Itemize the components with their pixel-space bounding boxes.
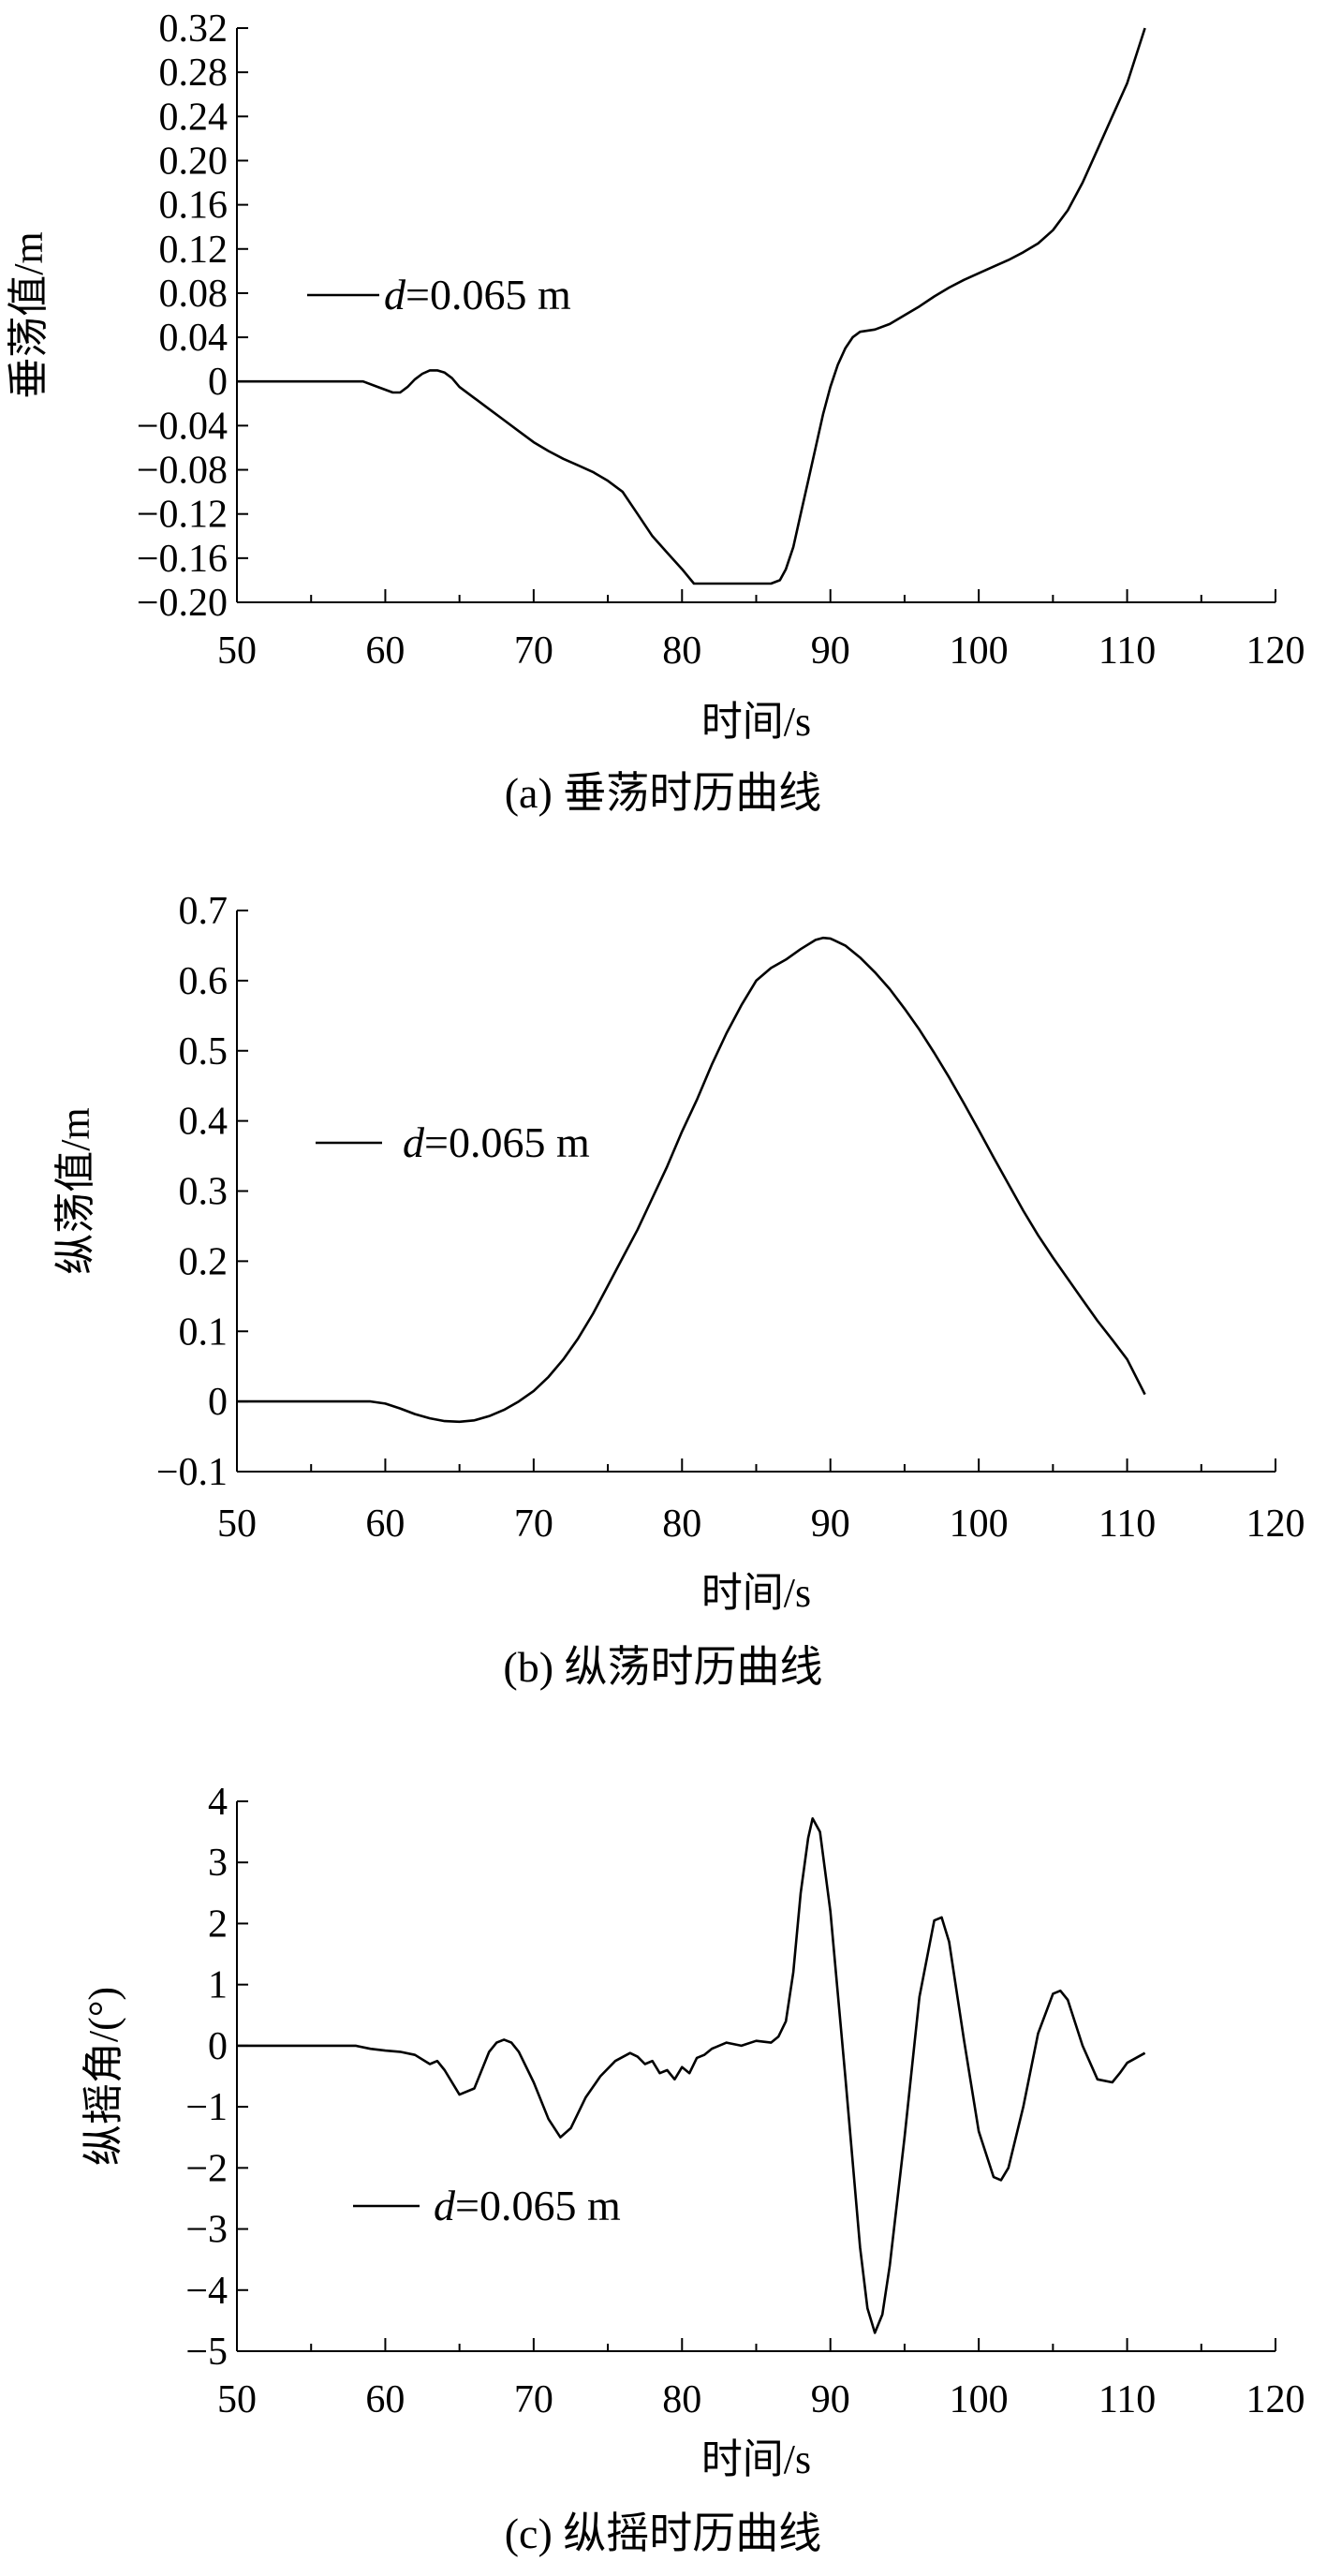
chart-c-y-tick-label: 4: [208, 1781, 228, 1824]
chart-b-y-tick-label: 0.7: [179, 890, 229, 933]
chart-c-x-tick-label: 100: [950, 2378, 1009, 2421]
chart-c-x-tick-label: 50: [217, 2378, 257, 2421]
chart-c-y-tick-label: 1: [208, 1964, 228, 2007]
chart-a-legend-label: d=0.065 m: [384, 271, 571, 318]
chart-a-x-tick-label: 80: [662, 629, 701, 673]
chart-c-y-tick-label: −2: [185, 2147, 228, 2190]
chart-c-y-tick-label: 3: [208, 1842, 228, 1885]
chart-a-x-tick-label: 60: [365, 629, 405, 673]
chart-c-y-tick-label: −3: [185, 2209, 228, 2252]
chart-a-y-tick-label: −0.16: [137, 538, 228, 581]
chart-c-legend-label: d=0.065 m: [434, 2182, 621, 2229]
chart-b-caption: (b) 纵荡时历曲线: [503, 1643, 822, 1691]
chart-b-legend-variable: d: [403, 1118, 425, 1166]
chart-a-y-tick-label: 0.04: [159, 317, 229, 360]
chart-b-y-tick-label: 0.5: [179, 1030, 229, 1073]
chart-c-series-line: [237, 1817, 1146, 2334]
chart-c-x-axis-label: 时间/s: [701, 2436, 811, 2482]
chart-c-y-tick-label: −5: [185, 2331, 228, 2374]
chart-a-legend-value: =0.065 m: [405, 271, 571, 318]
chart-b-x-tick-label: 80: [662, 1503, 701, 1546]
chart-c-y-tick-label: 2: [208, 1902, 228, 1946]
chart-b-y-axis-label: 纵荡值/m: [52, 1107, 98, 1274]
chart-a-y-tick-label: −0.20: [137, 582, 228, 625]
chart-c-y-tick-label: 0: [208, 2025, 228, 2068]
chart-c-x-tick-label: 80: [662, 2378, 701, 2421]
chart-b-x-tick-label: 100: [950, 1503, 1009, 1546]
chart-b-x-axis-label: 时间/s: [701, 1570, 811, 1616]
chart-c-legend-variable: d: [434, 2182, 456, 2229]
chart-c-x-tick-label: 90: [811, 2378, 850, 2421]
chart-c-y-tick-label: −1: [185, 2086, 228, 2129]
chart-a-x-tick-label: 120: [1246, 629, 1305, 673]
chart-c: 50 60 70 80 90 100 110 120 4 3 2 1 0 −1 −2 −3 −4 −5 时间/s 纵摇…: [81, 1781, 1305, 2557]
chart-b-x-tick-label: 70: [514, 1503, 553, 1546]
chart-b-series-line: [237, 936, 1146, 1424]
chart-a-y-tick-label: 0.08: [159, 273, 229, 316]
chart-c-caption: (c) 纵摇时历曲线: [505, 2509, 822, 2557]
chart-a-y-axis-label: 垂荡值/m: [6, 231, 52, 398]
chart-a-x-tick-label: 110: [1098, 629, 1156, 673]
chart-a-y-tick-label: 0.16: [159, 185, 229, 228]
chart-b-x-tick-label: 90: [811, 1503, 850, 1546]
chart-c-x-tick-label: 60: [365, 2378, 405, 2421]
chart-b-y-tick-label: 0.3: [179, 1171, 229, 1214]
chart-a-x-tick-label: 70: [514, 629, 553, 673]
chart-a-y-tick-label: 0.12: [159, 229, 229, 272]
chart-a-y-tick-label: 0.32: [159, 7, 229, 51]
chart-c-y-axis-label: 纵摇角/(°): [81, 1987, 126, 2166]
chart-a-legend-variable: d: [384, 271, 406, 318]
chart-b-y-tick-label: 0: [208, 1381, 228, 1424]
chart-a-x-axis-label: 时间/s: [701, 699, 811, 745]
chart-b-x-tick-label: 110: [1098, 1503, 1156, 1546]
chart-a-y-tick-label: 0.28: [159, 52, 229, 95]
chart-b-y-tick-label: 0.2: [179, 1240, 229, 1283]
chart-b-y-tick-label: 0.6: [179, 960, 229, 1003]
chart-c-x-tick-label: 70: [514, 2378, 553, 2421]
chart-a-caption: (a) 垂荡时历曲线: [505, 769, 822, 817]
chart-c-legend-value: =0.065 m: [455, 2182, 621, 2229]
chart-a-x-tick-label: 90: [811, 629, 850, 673]
chart-b-legend-value: =0.065 m: [424, 1118, 590, 1166]
chart-c-x-tick-label: 120: [1246, 2378, 1305, 2421]
chart-b-legend-label: d=0.065 m: [403, 1118, 590, 1166]
chart-c-x-tick-label: 110: [1098, 2378, 1156, 2421]
chart-a-x-tick-label: 50: [217, 629, 257, 673]
chart-a-y-tick-label: −0.08: [137, 450, 228, 493]
chart-b-y-tick-label: 0.4: [179, 1101, 229, 1144]
chart-b: 50 60 70 80 90 100 110 120 0.7 0.6 0.5 0.4 0.3 0.2 0.1…: [52, 890, 1305, 1691]
chart-a: 50 60 70 80 90 100 110 1200.320.280.240.200.160…: [6, 7, 1305, 817]
chart-a-y-tick-label: 0: [208, 361, 228, 404]
chart-b-y-tick-label: 0.1: [179, 1310, 229, 1354]
chart-b-x-tick-label: 120: [1246, 1503, 1305, 1546]
chart-c-y-tick-label: −4: [185, 2270, 228, 2313]
chart-a-y-tick-label: 0.20: [159, 140, 229, 183]
chart-a-x-tick-label: 100: [950, 629, 1009, 673]
chart-a-y-tick-label: −0.04: [137, 405, 228, 448]
chart-b-y-tick-label: −0.1: [156, 1451, 228, 1494]
chart-a-y-tick-label: 0.24: [159, 96, 229, 139]
chart-a-y-tick-label: −0.12: [137, 494, 228, 537]
chart-b-x-tick-label: 50: [217, 1503, 257, 1546]
chart-b-x-tick-label: 60: [365, 1503, 405, 1546]
chart-a-series-line: [237, 27, 1146, 585]
